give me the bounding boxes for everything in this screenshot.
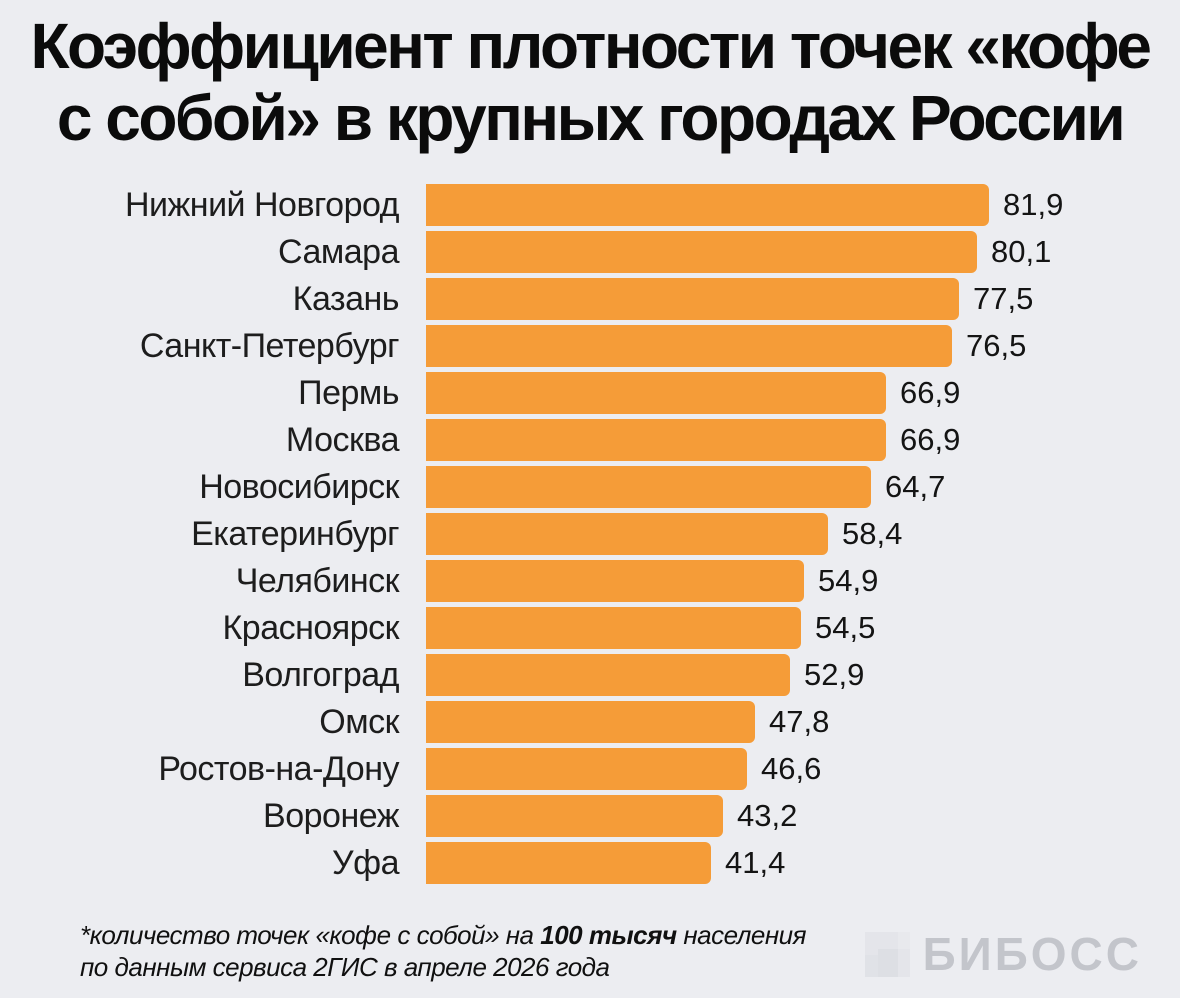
bar-row: Москва 66,9 xyxy=(0,419,1180,461)
footnote-line1: *количество точек «кофе с собой» на 100 … xyxy=(80,919,806,951)
bar-row: Челябинск 54,9 xyxy=(0,560,1180,602)
city-label: Воронеж xyxy=(263,797,399,835)
value-label: 58,4 xyxy=(842,516,903,551)
bar-row: Красноярск 54,5 xyxy=(0,607,1180,649)
bar-row: Ростов-на-Дону 46,6 xyxy=(0,748,1180,790)
bar xyxy=(426,513,828,555)
city-label: Москва xyxy=(285,421,400,459)
chart-title-line1: Коэффициент плотности точек «кофе xyxy=(30,10,1152,82)
value-label: 66,9 xyxy=(900,422,961,457)
bar xyxy=(426,701,755,743)
bar-row: Нижний Новгород 81,9 xyxy=(0,184,1180,226)
footnote-line1-suffix: населения xyxy=(676,920,806,950)
value-label: 54,5 xyxy=(815,610,876,645)
bar-row: Самара 80,1 xyxy=(0,231,1180,273)
bar xyxy=(426,560,804,602)
value-label: 47,8 xyxy=(769,704,830,739)
biboss-logo-text: БИБОСС xyxy=(922,928,1142,980)
bar-row: Воронеж 43,2 xyxy=(0,795,1180,837)
value-label: 52,9 xyxy=(804,657,865,692)
value-label: 64,7 xyxy=(885,469,946,504)
bar xyxy=(426,842,711,884)
bar-row: Новосибирск 64,7 xyxy=(0,466,1180,508)
bar xyxy=(426,278,959,320)
bar-row: Екатеринбург 58,4 xyxy=(0,513,1180,555)
bar xyxy=(426,795,723,837)
city-label: Санкт-Петербург xyxy=(139,327,400,365)
city-label: Ростов-на-Дону xyxy=(158,750,399,788)
bar xyxy=(426,325,952,367)
logo-icon-block-light xyxy=(897,932,910,949)
bar xyxy=(426,372,886,414)
city-label: Екатеринбург xyxy=(191,515,399,553)
footnote-line1-prefix: *количество точек «кофе с собой» на xyxy=(80,920,541,950)
bar xyxy=(426,419,886,461)
bar-row: Омск 47,8 xyxy=(0,701,1180,743)
city-label: Самара xyxy=(278,233,399,271)
chart-title: Коэффициент плотности точек «кофе с собо… xyxy=(0,10,1180,154)
city-label: Новосибирск xyxy=(199,468,399,506)
city-label: Пермь xyxy=(298,374,399,412)
bar xyxy=(426,184,989,226)
logo-icon-block-dark xyxy=(877,949,898,977)
bar-row: Уфа 41,4 xyxy=(0,842,1180,884)
chart-title-line2: с собой» в крупных городах России xyxy=(56,82,1126,154)
bar-row: Пермь 66,9 xyxy=(0,372,1180,414)
city-label: Красноярск xyxy=(222,609,399,647)
footnote: *количество точек «кофе с собой» на 100 … xyxy=(80,919,806,983)
value-label: 81,9 xyxy=(1003,187,1064,222)
bar xyxy=(426,748,747,790)
biboss-logo: БИБОСС xyxy=(864,928,1142,980)
value-label: 46,6 xyxy=(761,751,822,786)
city-label: Волгоград xyxy=(242,656,399,694)
bar-row: Санкт-Петербург 76,5 xyxy=(0,325,1180,367)
footnote-line1-bold: 100 тысяч xyxy=(540,920,677,950)
footnote-line2: по данным сервиса 2ГИС в апреле 2026 год… xyxy=(80,952,610,982)
city-label: Уфа xyxy=(332,844,399,882)
value-label: 41,4 xyxy=(725,845,786,880)
logo-icon-block-mid xyxy=(864,955,878,977)
value-label: 54,9 xyxy=(818,563,879,598)
city-label: Нижний Новгород xyxy=(125,186,400,224)
biboss-logo-icon xyxy=(864,932,910,977)
value-label: 76,5 xyxy=(966,328,1027,363)
bar xyxy=(426,466,871,508)
bar xyxy=(426,654,790,696)
bar xyxy=(426,607,801,649)
bar-row: Казань 77,5 xyxy=(0,278,1180,320)
bar-chart: Нижний Новгород 81,9 Самара 80,1 Казань 77,5 С… xyxy=(0,184,1180,889)
city-label: Омск xyxy=(319,703,399,741)
city-label: Казань xyxy=(292,280,400,318)
value-label: 80,1 xyxy=(991,234,1052,269)
bar xyxy=(426,231,977,273)
value-label: 66,9 xyxy=(900,375,961,410)
bar-row: Волгоград 52,9 xyxy=(0,654,1180,696)
value-label: 43,2 xyxy=(737,798,798,833)
city-label: Челябинск xyxy=(235,562,400,600)
value-label: 77,5 xyxy=(973,281,1034,316)
